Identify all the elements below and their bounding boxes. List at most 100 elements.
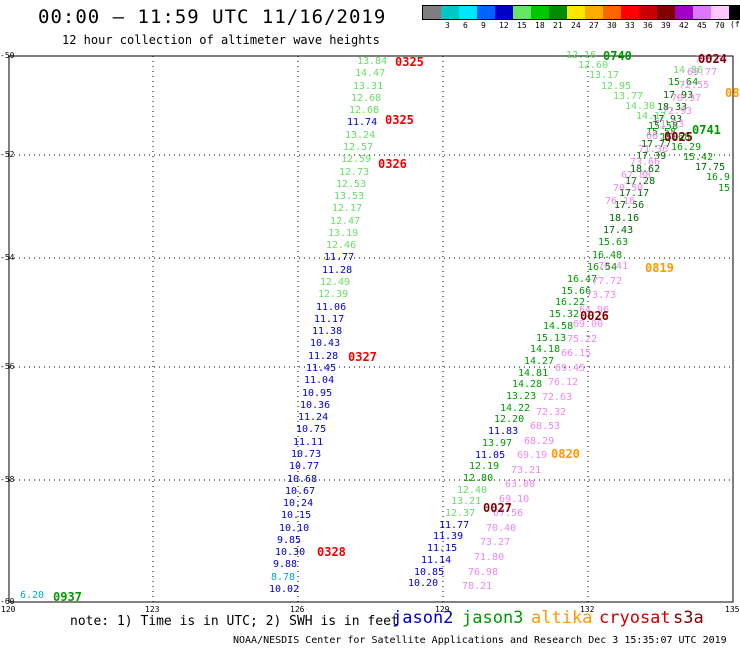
wave-height-value: 17.93 (663, 90, 694, 101)
wave-height-value: 10.75 (296, 424, 327, 435)
wave-height-value: 75.22 (567, 334, 598, 345)
wave-height-value: 76.98 (468, 567, 499, 578)
scale-label: 27 (589, 21, 599, 30)
wave-height-value: 12.20 (494, 414, 525, 425)
legend-cryosat: cryosat (599, 608, 671, 628)
wave-height-value: 16.29 (671, 142, 702, 153)
wave-height-value: 72.93 (662, 106, 693, 117)
longitude-tick-label: 120 (1, 605, 16, 614)
wave-height-value: 15.13 (536, 333, 567, 344)
latitude-tick-label: -50 (0, 51, 15, 60)
wave-height-value: 11.74 (347, 117, 378, 128)
wave-height-value: 15.64 (668, 77, 699, 88)
wave-height-value: 15.32 (549, 309, 580, 320)
wave-height-value: 64.96 (579, 305, 610, 316)
wave-height-value: 10.67 (285, 486, 316, 497)
wave-height-value: 72.32 (536, 407, 567, 418)
longitude-tick-label: 135 (725, 605, 740, 614)
credit-line: NOAA/NESDIS Center for Satellite Applica… (233, 635, 727, 646)
scale-swatch (603, 6, 621, 19)
wave-height-value: 12.17 (332, 203, 363, 214)
wave-height-value: 10.30 (275, 547, 306, 558)
pass-time-label: 0024 (698, 52, 727, 66)
wave-height-value: 9.88 (273, 559, 298, 570)
wave-height-value: 10.77 (289, 461, 320, 472)
wave-height-value: 71.80 (474, 552, 505, 563)
wave-height-value: 66.35 (646, 131, 677, 142)
longitude-tick-label: 129 (435, 605, 450, 614)
wave-height-value: 12.57 (343, 142, 374, 153)
wave-height-value: 12.46 (326, 240, 357, 251)
wave-height-value: 14.58 (543, 321, 574, 332)
wave-height-value: 11.24 (298, 412, 329, 423)
pass-time-label: 0026 (580, 309, 609, 323)
wave-height-value: 71.36 (638, 144, 669, 155)
wave-height-value: 6.20 (20, 590, 45, 601)
wave-height-value: 13.21 (451, 496, 482, 507)
latitude-tick-label: -54 (0, 253, 15, 262)
wave-height-value: 10.95 (302, 388, 333, 399)
wave-height-value: 69.19 (517, 450, 548, 461)
wave-height-value: 17.43 (603, 225, 634, 236)
legend-jason2: jason2 (392, 608, 454, 628)
wave-height-value: 10.20 (408, 578, 439, 589)
wave-height-value: 69.10 (499, 494, 530, 505)
scale-swatch (585, 6, 603, 19)
wave-height-value: 70.41 (598, 261, 629, 272)
scale-label: 24 (571, 21, 581, 30)
scale-swatch (495, 6, 513, 19)
wave-height-value: 68.29 (524, 436, 555, 447)
scale-swatch (621, 6, 639, 19)
scale-label: 36 (643, 21, 653, 30)
pass-time-label: 0327 (348, 350, 377, 364)
wave-height-value: 12.19 (469, 461, 500, 472)
wave-height-value: 10.68 (287, 474, 318, 485)
wave-height-value: 11.77 (324, 252, 355, 263)
wave-height-value: 13.17 (589, 70, 620, 81)
wave-height-value: 13.19 (328, 228, 359, 239)
wave-height-value: 9.85 (277, 535, 302, 546)
wave-height-value: 17.39 (636, 151, 667, 162)
wave-height-value: 10.10 (279, 523, 310, 534)
wave-height-value: 16.9 (706, 172, 731, 183)
pass-time-label: 0326 (378, 157, 407, 171)
wave-height-value: 77.72 (592, 276, 623, 287)
wave-height-value: 17.75 (695, 162, 726, 173)
wave-height-value: 15.66 (561, 286, 592, 297)
wave-height-value: 10.02 (269, 584, 300, 595)
wave-height-value: 10.85 (414, 567, 445, 578)
wave-height-value: 10.15 (281, 510, 312, 521)
wave-height-value: 11.28 (322, 265, 353, 276)
wave-height-value: 14.17 (636, 111, 667, 122)
wave-height-value: 15.58 (648, 121, 679, 132)
latitude-tick-label: -52 (0, 150, 15, 159)
wave-height-value: 11.14 (421, 555, 452, 566)
scale-swatch (675, 6, 693, 19)
wave-height-value: 76.16 (605, 196, 636, 207)
wave-height-value: 12.68 (349, 105, 380, 116)
scale-label: 18 (535, 21, 545, 30)
wave-height-value: 14.22 (500, 403, 531, 414)
wave-height-value: 12.73 (339, 167, 370, 178)
wave-height-value: 17.17 (619, 188, 650, 199)
wave-height-value: 17.28 (625, 176, 656, 187)
wave-height-value: 10.73 (291, 449, 322, 460)
scale-swatch (549, 6, 567, 19)
wave-height-value: 11.38 (312, 326, 343, 337)
scale-label: 42 (679, 21, 689, 30)
pass-time-label: 0741 (692, 123, 721, 137)
pass-time-label: 0027 (483, 501, 512, 515)
wave-height-value: 14.81 (518, 368, 549, 379)
wave-height-value: 12.59 (341, 154, 372, 165)
pass-time-label: 0819 (645, 261, 674, 275)
wave-height-value: 12.39 (318, 289, 349, 300)
legend-s3a: s3a (673, 608, 704, 628)
wave-height-value: 73.73 (586, 290, 617, 301)
wave-height-value: 12.37 (445, 508, 476, 519)
pass-time-label: 0740 (603, 49, 632, 63)
scale-label: 21 (553, 21, 563, 30)
wave-height-value: 73.66 (630, 157, 661, 168)
wave-height-value: 13.97 (482, 438, 513, 449)
wave-height-value: 73.21 (511, 465, 542, 476)
